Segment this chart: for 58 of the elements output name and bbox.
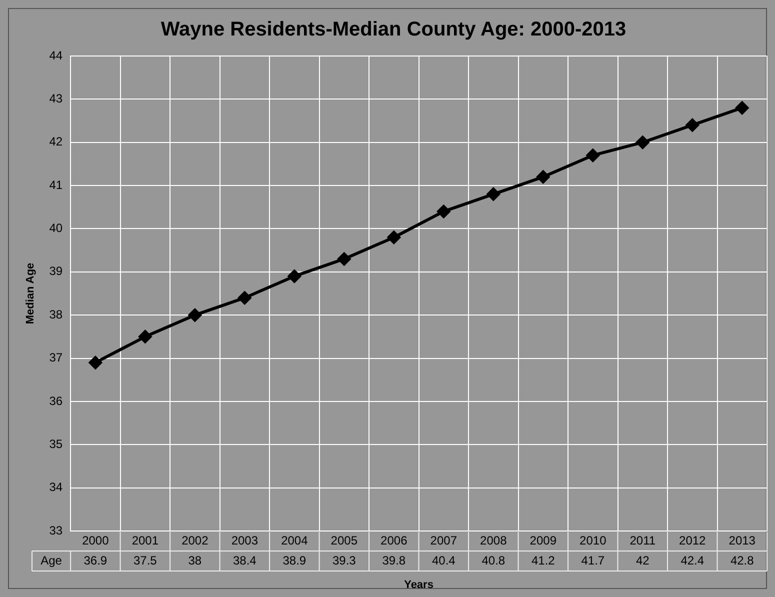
y-tick-label: 35 [49,436,63,451]
point [536,170,550,184]
point [338,252,351,266]
data-label: 40.8 [482,553,506,568]
x-tick-label: 2008 [480,533,508,548]
point [636,136,650,149]
data-label: 41.2 [531,553,556,568]
y-tick-label: 39 [49,264,63,278]
chart-title: Wayne Residents-Median County Age: 2000-2013 [160,18,626,41]
y-tick-label: 34 [49,480,63,494]
data-label: 38 [188,553,202,568]
data-label: 39.3 [332,553,356,568]
y-tick-label: 42 [49,134,63,149]
x-tick-label: 2009 [530,533,557,548]
data-label: 38.9 [282,553,306,568]
data-label: 42.4 [680,553,704,568]
y-tick-label: 38 [49,307,63,322]
point [736,101,749,114]
point [686,118,699,132]
point [586,148,600,162]
y-tick-label: 43 [49,91,63,106]
point [387,230,400,244]
y-tick-label: 36 [49,394,63,408]
y-axis-title: Median Age [24,262,37,324]
y-tick-label: 44 [49,48,63,62]
text: Age [40,553,62,568]
x-tick-label: 2006 [380,533,408,548]
x-tick-label: 2004 [281,533,308,548]
data-label: 36.9 [84,553,108,568]
data-label: 38.4 [232,553,257,568]
y-tick-label: 41 [49,178,63,192]
x-tick-label: 2005 [330,533,358,548]
point [486,188,500,201]
point [288,270,301,283]
x-tick-label: 2011 [630,533,656,548]
point [437,204,450,218]
point [138,330,152,344]
y-tick-label: 37 [49,350,63,365]
data-label: 42 [636,553,650,568]
data-label: 39.8 [382,553,406,568]
x-axis-title: Years [404,579,434,592]
y-tick-label: 40 [49,221,63,236]
point [238,291,252,304]
x-tick-label: 2002 [182,533,209,548]
point [188,308,202,322]
data-label: 37.5 [133,553,158,568]
x-tick-label: 2010 [580,533,607,548]
data-label: 42.8 [730,553,754,568]
data-label: 41.7 [581,553,605,568]
x-tick-label: 2013 [728,533,756,548]
x-tick-label: 2001 [132,533,159,548]
y-tick-label: 33 [49,523,63,538]
x-tick-label: 2003 [231,533,258,548]
data-label: 40.4 [432,553,456,568]
point [88,356,102,370]
x-tick-label: 2012 [679,533,706,548]
x-tick-label: 2000 [82,533,110,548]
x-tick-label: 2007 [430,533,458,548]
